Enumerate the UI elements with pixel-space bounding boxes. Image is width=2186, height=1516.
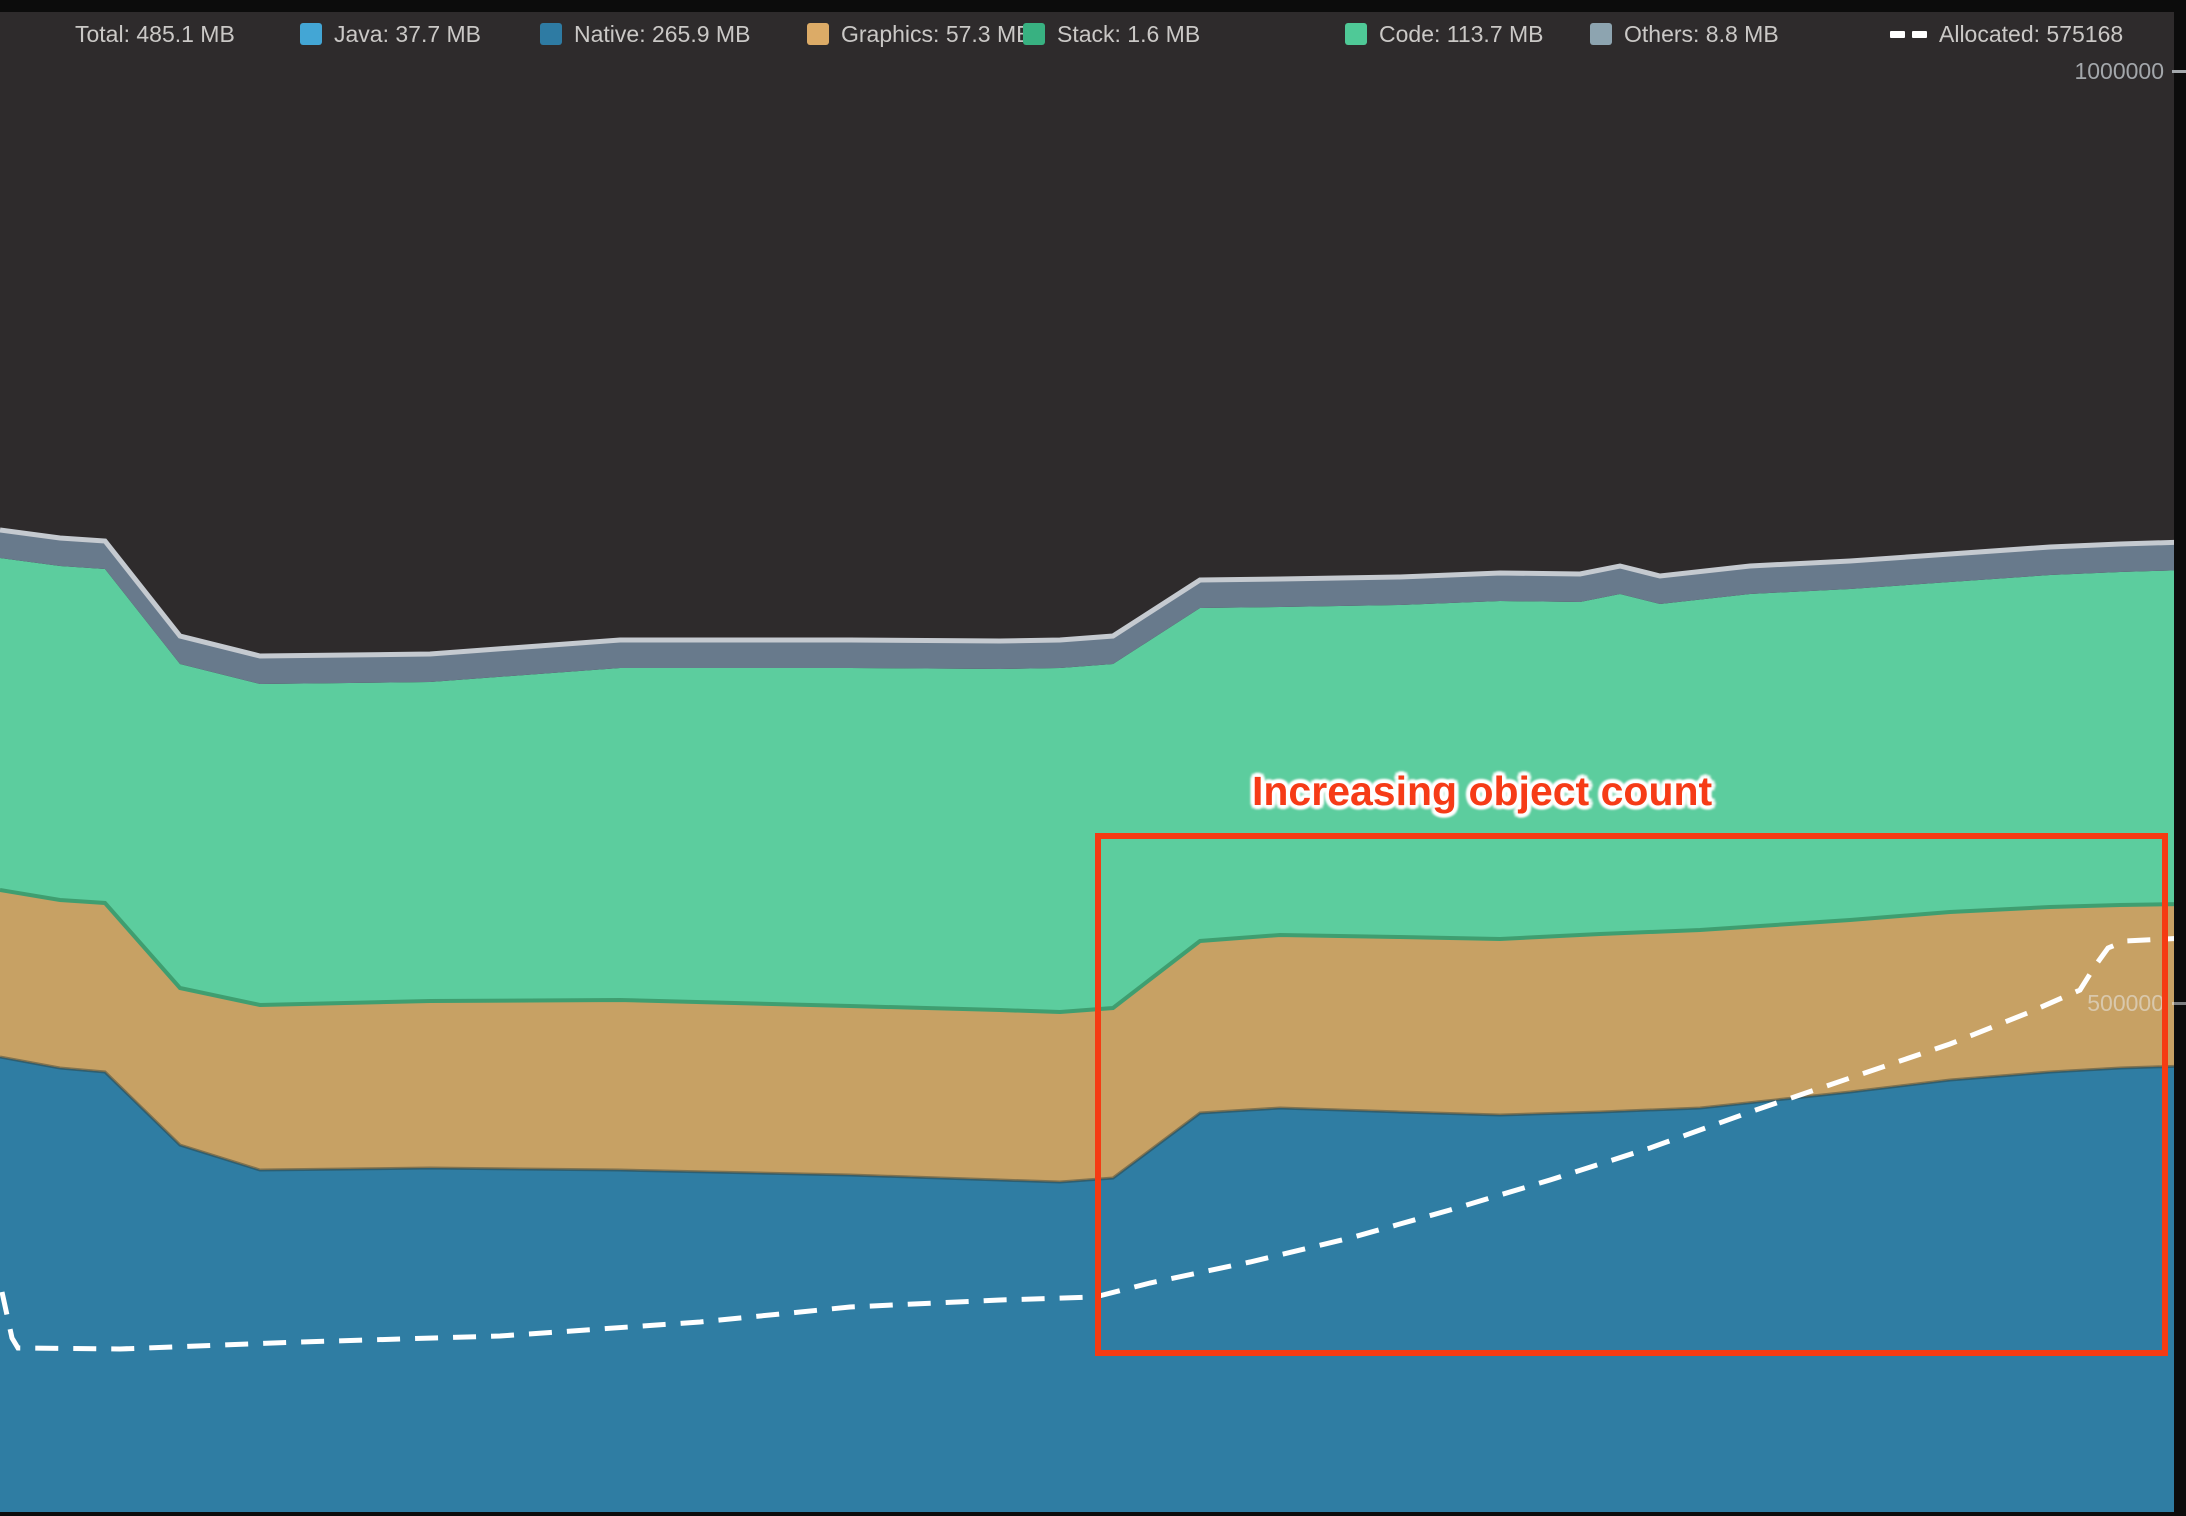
annotation-highlight-box <box>1095 833 2168 1356</box>
count-axis-tick-1000000: 1000000 <box>2036 58 2186 85</box>
legend-item-others: Others: 8.8 MB <box>1590 12 1779 56</box>
legend-label-allocated: Allocated: 575168 <box>1939 20 2124 47</box>
area-code <box>0 558 2186 1012</box>
tick-label: 1000000 <box>2074 58 2164 84</box>
legend-item-graphics: Graphics: 57.3 MB <box>807 12 1031 56</box>
annotation-label: Increasing object count <box>1252 768 1713 814</box>
native-swatch-icon <box>540 23 562 45</box>
legend-label-native: Native: 265.9 MB <box>574 20 751 47</box>
allocated-count-line <box>0 935 2186 1352</box>
legend-item-native: Native: 265.9 MB <box>540 12 750 56</box>
legend-label-total: Total: 485.1 MB <box>75 20 235 47</box>
stack-swatch-icon <box>1023 23 1045 45</box>
legend-label-graphics: Graphics: 57.3 MB <box>841 20 1032 47</box>
legend-item-stack: Stack: 1.6 MB <box>1023 12 1200 56</box>
window-top-edge <box>0 0 2186 12</box>
tick-mark-icon <box>2172 70 2186 73</box>
native-top-line <box>0 1055 2186 1184</box>
legend-label-java: Java: 37.7 MB <box>334 20 482 47</box>
legend-item-allocated: Allocated: 575168 <box>1890 12 2123 56</box>
others-swatch-icon <box>1590 23 1612 45</box>
code-swatch-icon <box>1345 23 1367 45</box>
legend-label-others: Others: 8.8 MB <box>1624 20 1779 47</box>
panel-right-edge <box>2174 0 2186 1516</box>
graphics-swatch-icon <box>807 23 829 45</box>
legend-label-code: Code: 113.7 MB <box>1379 20 1544 47</box>
legend-item-code: Code: 113.7 MB <box>1345 12 1544 56</box>
legend-label-stack: Stack: 1.6 MB <box>1057 20 1201 47</box>
java-swatch-icon <box>300 23 322 45</box>
legend-item-java: Java: 37.7 MB <box>300 12 481 56</box>
window-bottom-edge <box>0 1512 2186 1516</box>
count-axis-tick-500000: 500000 <box>2036 990 2186 1017</box>
legend-item-total: Total: 485.1 MB <box>75 12 235 56</box>
total-top-line <box>0 527 2186 659</box>
tick-mark-icon <box>2172 1002 2186 1005</box>
area-native <box>0 1057 2186 1516</box>
area-graphics <box>0 890 2186 1182</box>
allocated-dashes-icon <box>1890 30 1927 38</box>
memory-legend: Total: 485.1 MB Java: 37.7 MB Native: 265.… <box>0 12 2186 56</box>
code-bottom-line <box>0 888 2186 1015</box>
tick-label: 500000 <box>2087 990 2164 1016</box>
